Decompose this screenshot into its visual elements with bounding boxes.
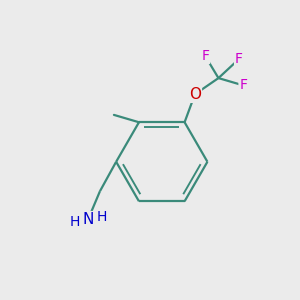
Text: F: F bbox=[235, 52, 243, 66]
Text: F: F bbox=[201, 49, 209, 63]
Text: F: F bbox=[239, 78, 247, 92]
Text: H: H bbox=[70, 214, 80, 229]
Text: H: H bbox=[96, 210, 106, 224]
Text: O: O bbox=[189, 87, 201, 102]
Text: N: N bbox=[82, 212, 94, 227]
